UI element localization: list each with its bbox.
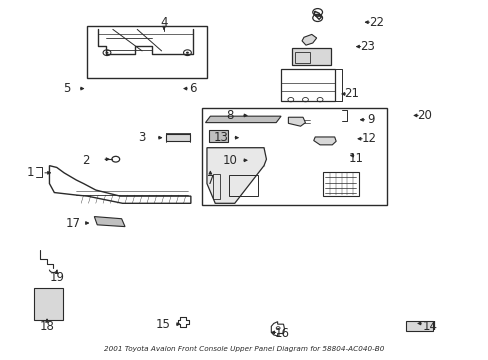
- Text: 23: 23: [359, 40, 374, 53]
- Bar: [281, 69, 334, 101]
- Bar: [34, 288, 63, 320]
- Text: 3: 3: [138, 131, 145, 144]
- Text: 13: 13: [213, 131, 228, 144]
- Text: 17: 17: [65, 216, 80, 230]
- Text: 18: 18: [40, 320, 54, 333]
- Bar: [322, 172, 358, 196]
- Bar: [209, 130, 227, 142]
- Bar: [292, 48, 330, 65]
- Bar: [406, 320, 432, 331]
- Text: 4: 4: [160, 16, 167, 29]
- Text: 10: 10: [222, 154, 237, 167]
- Bar: [202, 108, 386, 205]
- Text: 21: 21: [344, 87, 359, 100]
- Text: 14: 14: [422, 320, 436, 333]
- Text: 19: 19: [49, 271, 64, 284]
- Text: 16: 16: [274, 327, 289, 340]
- Text: 22: 22: [368, 16, 383, 29]
- Text: 6: 6: [189, 82, 197, 95]
- Text: 5: 5: [62, 82, 70, 95]
- Circle shape: [105, 51, 108, 54]
- Circle shape: [185, 51, 188, 54]
- Text: 8: 8: [226, 109, 233, 122]
- Text: 15: 15: [155, 318, 170, 331]
- Text: 9: 9: [367, 113, 374, 126]
- Text: 12: 12: [361, 132, 376, 145]
- Polygon shape: [313, 137, 335, 145]
- Polygon shape: [206, 148, 266, 203]
- Bar: [87, 26, 206, 78]
- Text: 20: 20: [417, 109, 431, 122]
- Bar: [228, 175, 258, 196]
- Polygon shape: [205, 116, 281, 123]
- Text: 2001 Toyota Avalon Front Console Upper Panel Diagram for 58804-AC040-B0: 2001 Toyota Avalon Front Console Upper P…: [104, 346, 384, 352]
- Text: 2: 2: [82, 154, 90, 167]
- Text: 1: 1: [26, 166, 34, 179]
- Text: 7: 7: [206, 174, 214, 186]
- Bar: [212, 174, 220, 199]
- Polygon shape: [94, 217, 125, 226]
- Polygon shape: [302, 35, 316, 45]
- Text: 11: 11: [348, 152, 364, 165]
- Polygon shape: [288, 117, 305, 126]
- Bar: [295, 52, 309, 63]
- Bar: [166, 134, 189, 140]
